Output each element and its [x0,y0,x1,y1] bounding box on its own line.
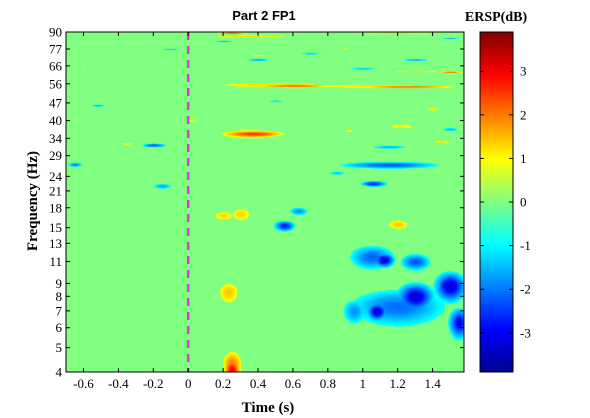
x-tick-label: -0.2 [143,376,164,391]
y-tick-label: 13 [49,236,62,251]
colorbar-tick-label: 3 [520,64,527,79]
x-tick-label: 1.4 [424,376,441,391]
y-tick-label: 5 [56,340,63,355]
colorbar-title: ERSP(dB) [465,10,528,25]
colorbar-tick-label: 0 [520,195,527,210]
x-tick-label: 0.8 [320,376,336,391]
y-tick-label: 29 [49,148,62,163]
y-tick-label: 47 [49,95,63,110]
y-tick-label: 15 [49,220,62,235]
y-tick-label: 4 [56,365,63,380]
y-tick-label: 77 [49,42,63,57]
y-tick-label: 56 [49,76,63,91]
colorbar-gradient [479,31,514,373]
plot-frame [65,31,465,373]
heatmap-area [65,31,465,373]
colorbar: ERSP(dB) 3 2 1 0 -1 -2 -3 [465,10,531,373]
x-tick-label: 0 [185,376,192,391]
colorbar-tick-label: -1 [520,238,531,253]
y-tick-label: 7 [56,303,63,318]
y-tick-label: 11 [49,254,62,269]
x-tick-label: 1 [360,376,367,391]
colorbar-tick-label: -3 [520,325,531,340]
y-axis-label: Frequency (Hz) [25,151,41,251]
x-tick-label: -0.6 [73,376,94,391]
x-tick-label: 0.4 [250,376,267,391]
y-tick-label: 6 [56,320,63,335]
x-axis-ticks: -0.6 -0.4 -0.2 0 0.2 0.4 0.6 0.8 1 1.2 1.4 [73,32,441,391]
colorbar-tick-label: 2 [520,107,527,122]
y-tick-label: 34 [49,131,63,146]
x-tick-label: 0.2 [215,376,231,391]
x-tick-label: 1.2 [390,376,406,391]
y-tick-label: 66 [49,58,63,73]
y-tick-label: 40 [49,113,62,128]
y-tick-label: 18 [49,200,62,215]
y-tick-label: 8 [56,289,63,304]
colorbar-ticks: 3 2 1 0 -1 -2 -3 [480,64,531,340]
x-tick-label: 0.6 [285,376,302,391]
colorbar-tick-label: -2 [520,282,531,297]
chart-title: Part 2 FP1 [232,8,296,23]
x-tick-label: -0.4 [108,376,129,391]
y-tick-label: 9 [56,276,63,291]
x-axis-label: Time (s) [242,400,295,416]
y-tick-label: 24 [49,169,63,184]
heatmap-image [66,32,464,372]
y-tick-label: 21 [49,183,62,198]
y-tick-label: 90 [49,25,62,40]
colorbar-tick-label: 1 [520,151,527,166]
